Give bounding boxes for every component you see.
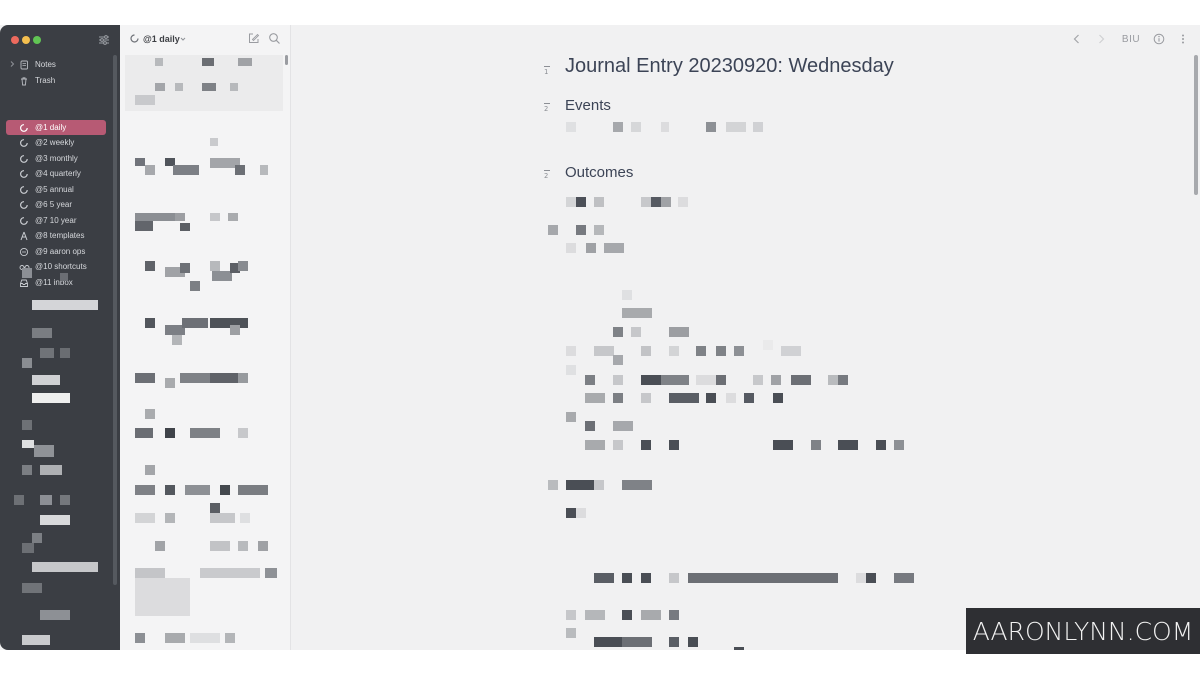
note-list-title[interactable]: @1 daily (143, 34, 180, 44)
sidebar-item-label: Trash (35, 76, 56, 85)
spinner-tag-icon (18, 137, 30, 149)
sidebar-item-label: @2 weekly (35, 138, 75, 147)
sidebar-item-notes[interactable]: Notes (6, 57, 106, 72)
sidebar-item-3-monthly[interactable]: @3 monthly (6, 151, 106, 166)
spinner-tag-icon (18, 199, 30, 211)
sliders-icon[interactable] (97, 33, 111, 47)
heading-level-marker: 2 (544, 103, 551, 113)
sidebar-item-label: @5 annual (35, 185, 74, 194)
info-icon[interactable] (1153, 33, 1165, 45)
sidebar-item-label: @7 10 year (35, 216, 77, 225)
editor-pane[interactable]: BIU 1 Journal Entry 20230920: Wednesday … (291, 25, 1200, 650)
spinner-tag-icon (18, 122, 30, 134)
close-window-button[interactable] (11, 36, 19, 44)
notes-icon (18, 59, 30, 71)
note-title[interactable]: Journal Entry 20230920: Wednesday (565, 55, 894, 77)
note-list-header: @1 daily (120, 25, 290, 53)
sidebar-item-5-annual[interactable]: @5 annual (6, 182, 106, 197)
spinner-tag-icon (18, 168, 30, 180)
sidebar-item-label: @9 aaron ops (35, 247, 86, 256)
sidebar-item-1-daily[interactable]: @1 daily (6, 120, 106, 135)
inbox-icon (18, 277, 30, 289)
spinner-tag-icon (130, 34, 139, 43)
sidebar-item-7-10-year[interactable]: @7 10 year (6, 213, 106, 228)
note-list-panel: @1 daily (120, 25, 291, 650)
sidebar-item-8-templates[interactable]: @8 templates (6, 228, 106, 243)
sidebar-item-label: @4 quarterly (35, 169, 81, 178)
site-watermark: AARONLYNN.COM (966, 608, 1200, 654)
forward-arrow-icon[interactable] (1095, 33, 1107, 45)
sidebar-item-2-weekly[interactable]: @2 weekly (6, 135, 106, 150)
sidebar-item-11-inbox[interactable]: @11 inbox (6, 275, 106, 290)
sidebar-item-label: @3 monthly (35, 154, 78, 163)
sidebar-item-label: @8 templates (35, 231, 85, 240)
note-list-scrollbar[interactable] (285, 55, 288, 65)
sidebar-item-label: @10 shortcuts (35, 262, 87, 271)
sidebar-item-label: @6 5 year (35, 200, 73, 209)
redacted-tag-list (14, 268, 98, 645)
sidebar: Notes Trash @1 daily @2 weekly @3 monthl… (0, 25, 120, 650)
redacted-note-body (548, 122, 914, 650)
app-window: Notes Trash @1 daily @2 weekly @3 monthl… (0, 25, 1200, 650)
editor-scrollbar[interactable] (1194, 55, 1198, 195)
heading-level-marker: 1 (544, 66, 551, 76)
compose-icon[interactable] (247, 32, 260, 45)
sidebar-item-9-aaron-ops[interactable]: @9 aaron ops (6, 244, 106, 259)
sidebar-item-4-quarterly[interactable]: @4 quarterly (6, 166, 106, 181)
redacted-note-list[interactable] (120, 53, 285, 650)
format-button[interactable]: BIU (1121, 33, 1141, 45)
circle-tag-icon (18, 246, 30, 258)
sidebar-item-trash[interactable]: Trash (6, 73, 106, 88)
heading-level-marker: 2 (544, 170, 551, 180)
pen-nib-icon (18, 230, 30, 242)
sidebar-scrollbar[interactable] (113, 55, 117, 585)
sidebar-item-label: @1 daily (35, 123, 67, 132)
heading-outcomes[interactable]: Outcomes (565, 164, 634, 181)
spinner-tag-icon (18, 215, 30, 227)
sidebar-item-6-5-year[interactable]: @6 5 year (6, 197, 106, 212)
search-icon[interactable] (268, 32, 281, 45)
trash-icon (18, 75, 30, 87)
sidebar-item-label: @11 inbox (35, 278, 73, 287)
heading-events[interactable]: Events (565, 97, 611, 114)
more-menu-icon[interactable] (1177, 33, 1189, 45)
maximize-window-button[interactable] (33, 36, 41, 44)
chevron-right-icon[interactable] (8, 60, 16, 68)
minimize-window-button[interactable] (22, 36, 30, 44)
back-arrow-icon[interactable] (1071, 33, 1083, 45)
chevron-down-icon[interactable] (179, 35, 187, 43)
spinner-tag-icon (18, 184, 30, 196)
spinner-tag-icon (18, 153, 30, 165)
sidebar-item-label: Notes (35, 60, 56, 69)
